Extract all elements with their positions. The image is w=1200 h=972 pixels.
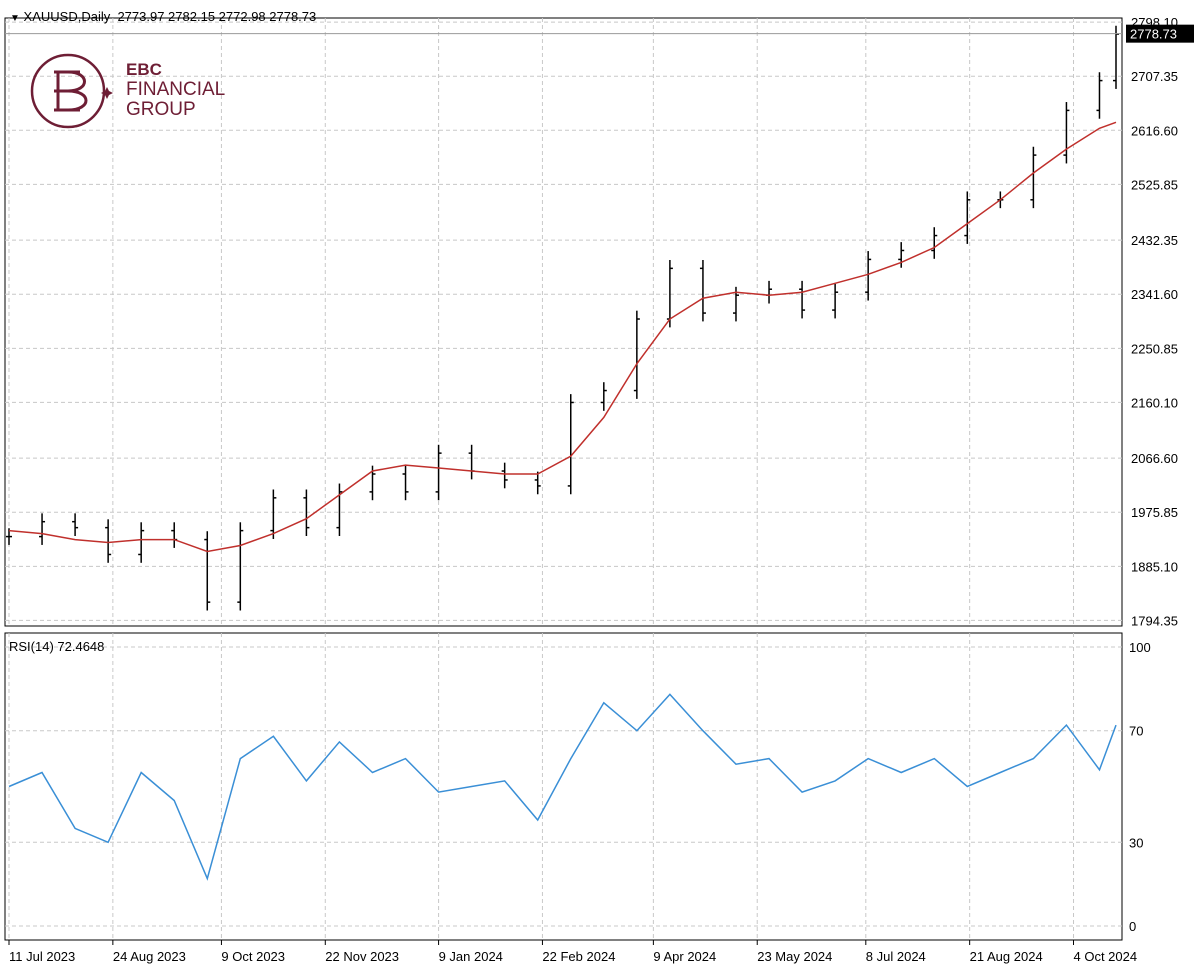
ohlc-readout: 2773.97 2782.15 2772.98 2778.73 <box>117 9 317 24</box>
price-tick-label: 2066.60 <box>1131 451 1178 466</box>
rsi-panel-frame <box>4 632 1123 941</box>
rsi-tick-label: 30 <box>1129 835 1143 850</box>
rsi-label: RSI(14) 72.4648 <box>9 639 105 654</box>
ebc-logo: EBC FINANCIAL GROUP <box>28 50 248 132</box>
price-tick-label: 2341.60 <box>1131 287 1178 302</box>
price-tick-label: 1975.85 <box>1131 505 1178 520</box>
price-tick-label: 1885.10 <box>1131 559 1178 574</box>
date-tick-label: 9 Jan 2024 <box>439 949 503 964</box>
rsi-header: RSI(14) 72.4648 <box>9 639 104 654</box>
price-tick-label: 2707.35 <box>1131 69 1178 84</box>
price-tick-label: 1794.35 <box>1131 613 1178 628</box>
rsi-tick-label: 100 <box>1129 640 1151 655</box>
rsi-tick-label: 0 <box>1129 919 1136 934</box>
date-tick-label: 24 Aug 2023 <box>113 949 186 964</box>
symbol-header: ▼ XAUUSD,Daily 2773.97 2782.15 2772.98 2… <box>10 9 316 24</box>
date-tick-label: 22 Feb 2024 <box>542 949 615 964</box>
logo-line1: EBC <box>126 60 162 79</box>
price-tick-label: 2616.60 <box>1131 123 1178 138</box>
logo-line2: FINANCIAL <box>126 79 226 100</box>
collapse-triangle-icon[interactable]: ▼ <box>10 13 20 24</box>
date-tick-label: 9 Oct 2023 <box>221 949 285 964</box>
symbol-label: XAUUSD,Daily <box>23 9 111 24</box>
last-price-tag-label: 2778.73 <box>1130 27 1177 42</box>
rsi-line <box>8 693 1117 881</box>
price-tick-label: 2525.85 <box>1131 177 1178 192</box>
date-tick-label: 22 Nov 2023 <box>325 949 399 964</box>
price-tick-label: 2250.85 <box>1131 341 1178 356</box>
date-tick-label: 8 Jul 2024 <box>866 949 926 964</box>
date-tick-label: 11 Jul 2023 <box>9 949 75 964</box>
date-tick-label: 4 Oct 2024 <box>1074 949 1138 964</box>
last-price-tag <box>1126 24 1194 43</box>
date-tick-label: 9 Apr 2024 <box>653 949 716 964</box>
price-panel-frame <box>4 17 1123 627</box>
moving-average-line <box>8 121 1117 553</box>
price-tick-label: 2432.35 <box>1131 233 1178 248</box>
logo-line3: GROUP <box>126 99 196 120</box>
date-tick-label: 21 Aug 2024 <box>970 949 1043 964</box>
rsi-tick-label: 70 <box>1129 724 1143 739</box>
price-tick-label: 2160.10 <box>1131 395 1178 410</box>
date-tick-label: 23 May 2024 <box>757 949 832 964</box>
ebc-emblem-icon <box>30 53 113 129</box>
